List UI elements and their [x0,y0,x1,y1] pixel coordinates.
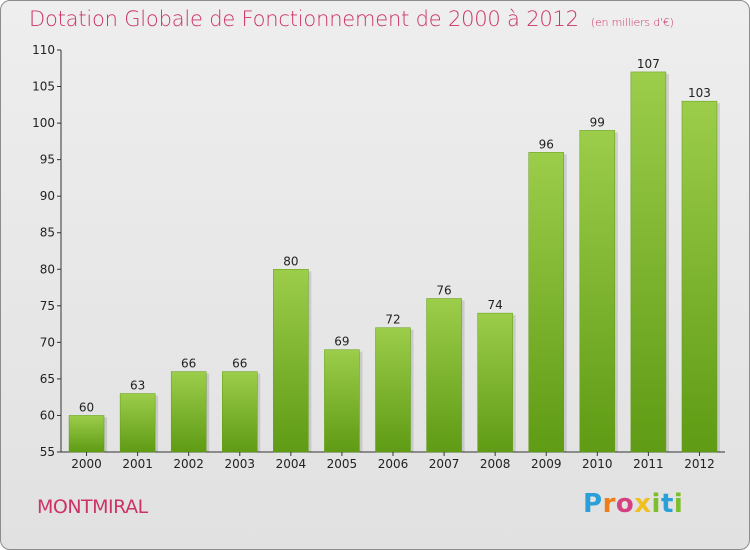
commune-name: MONTMIRAL [37,496,148,518]
y-tick-label: 75 [40,299,55,313]
bar-value-label: 80 [283,254,298,268]
x-tick-label: 2006 [378,457,409,471]
bar-value-label: 66 [181,357,196,371]
bar-value-label: 74 [488,298,503,312]
bar-value-label: 107 [637,57,660,71]
y-tick-label: 95 [40,153,55,167]
bar-value-label: 60 [79,400,94,414]
bar [426,298,462,453]
y-tick-label: 60 [40,408,55,422]
x-tick-label: 2007 [429,457,460,471]
bar-value-label: 99 [590,115,605,129]
x-tick-label: 2005 [327,457,358,471]
y-tick-label: 55 [40,445,55,459]
bar [579,130,616,453]
chart-subtitle: (en milliers d'€) [590,16,674,29]
bar-value-label: 63 [130,379,145,393]
bar [528,152,564,453]
x-tick-label: 2001 [122,457,153,471]
bar [273,269,309,453]
bar-value-label: 76 [436,284,451,298]
bar-value-label: 72 [385,313,400,327]
bar [375,327,411,453]
bar [119,393,156,453]
x-tick-label: 2009 [531,457,562,471]
y-tick-label: 105 [32,80,55,94]
y-tick-label: 70 [40,335,55,349]
x-tick-label: 2012 [684,457,715,471]
y-tick-label: 85 [40,226,55,240]
bar [68,415,105,453]
bar [477,312,513,453]
bar [222,371,258,453]
bar [170,371,207,453]
x-tick-label: 2004 [276,457,307,471]
x-tick-label: 2000 [71,457,102,471]
bar-value-label: 103 [688,86,711,100]
chart-title: Dotation Globale de Fonctionnement de 20… [29,7,674,31]
bar-value-label: 66 [232,357,247,371]
x-tick-label: 2011 [633,457,664,471]
x-tick-label: 2002 [173,457,204,471]
y-tick-label: 65 [40,372,55,386]
x-tick-label: 2008 [480,457,511,471]
bar [681,100,718,453]
y-tick-label: 90 [40,189,55,203]
bar-value-label: 69 [334,335,349,349]
chart-title-text: Dotation Globale de Fonctionnement de 20… [29,7,579,31]
x-tick-label: 2003 [224,457,255,471]
bar [324,349,360,453]
y-tick-label: 80 [40,262,55,276]
bar-value-label: 96 [539,137,554,151]
y-tick-label: 100 [32,116,55,130]
bar [630,71,667,453]
y-tick-label: 110 [32,43,55,57]
proxiti-logo: Proxiti [583,489,684,519]
x-tick-label: 2010 [582,457,613,471]
